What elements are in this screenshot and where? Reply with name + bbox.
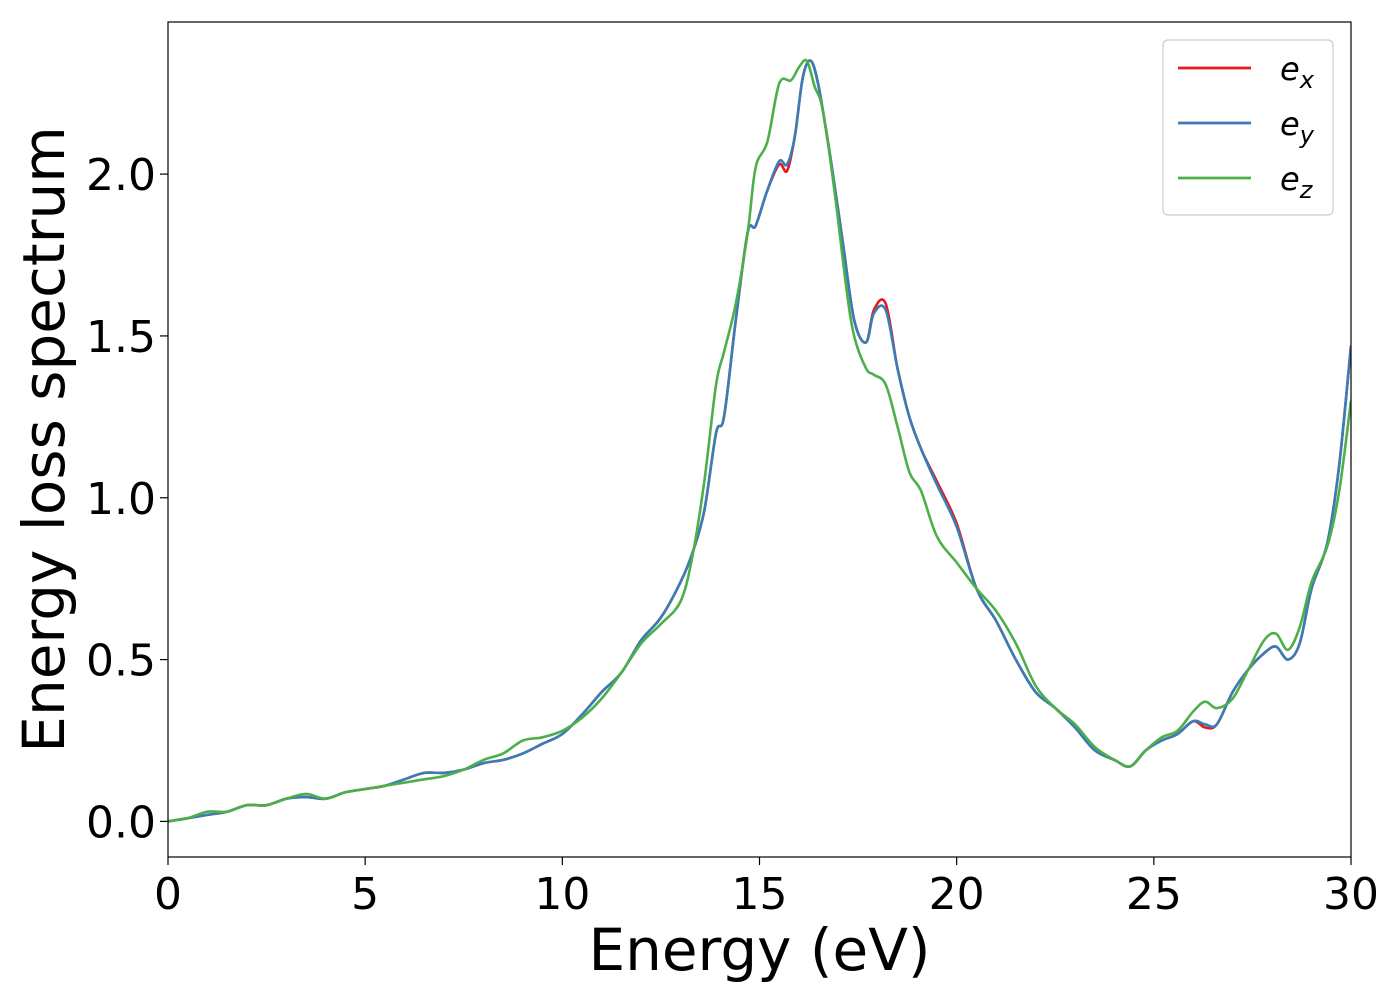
series-line-ey: [168, 59, 1351, 823]
x-tick-label: 15: [732, 869, 788, 920]
y-axis: 0.0 0.5 1.0 1.5 2.0: [86, 150, 168, 848]
x-axis-title: Energy (eV): [588, 916, 930, 984]
y-tick-label: 0.0: [86, 797, 156, 848]
x-tick-label: 5: [351, 869, 379, 920]
legend-label-ex: ex: [1280, 50, 1315, 94]
x-tick-label: 20: [929, 869, 985, 920]
y-tick-label: 1.0: [86, 474, 156, 525]
legend-box: [1162, 39, 1334, 216]
x-tick-label: 30: [1323, 869, 1379, 920]
legend-label-ez: ez: [1280, 160, 1314, 204]
x-tick-label: 10: [534, 869, 590, 920]
legend-label-ey: ey: [1280, 105, 1315, 149]
series-line-ez: [168, 58, 1351, 823]
y-tick-label: 1.5: [86, 312, 156, 363]
y-axis-title: Energy loss spectrum: [10, 126, 78, 752]
y-tick-label: 0.5: [86, 636, 156, 687]
y-tick-label: 2.0: [86, 150, 156, 201]
x-axis: 0 5 10 15 20 25 30: [154, 857, 1379, 920]
series-layer: [168, 58, 1351, 823]
x-tick-label: 0: [154, 869, 182, 920]
x-tick-label: 25: [1126, 869, 1182, 920]
legend: ex ey ez: [1162, 39, 1334, 216]
